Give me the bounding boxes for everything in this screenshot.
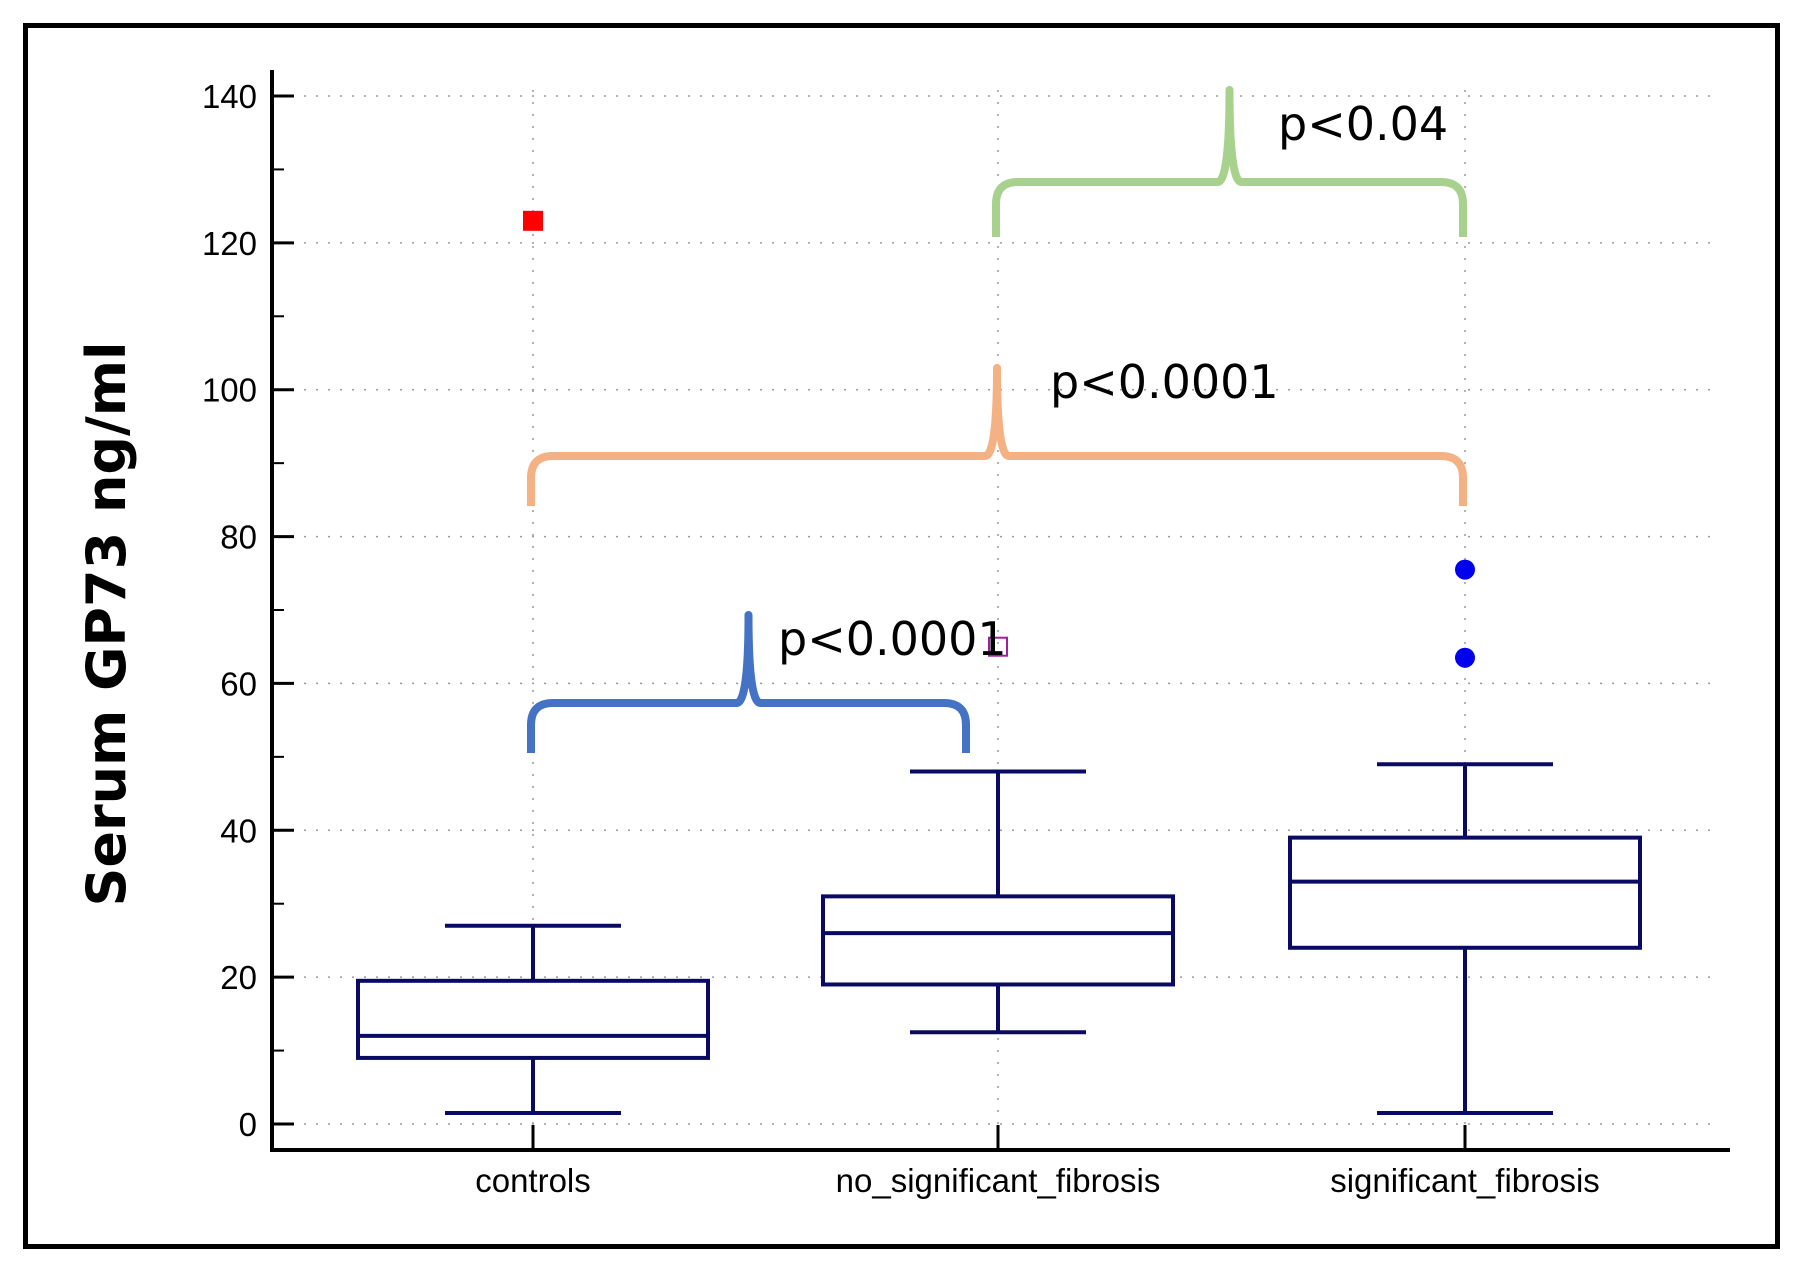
y-tick-label: 0 — [239, 1106, 257, 1143]
box-controls — [356, 923, 710, 1115]
y-tick-label: 140 — [202, 78, 257, 115]
iqr-box — [1288, 835, 1642, 950]
y-axis-label: Serum GP73 ng/ml — [75, 341, 138, 906]
box-significant_fibrosis — [1288, 762, 1642, 1115]
y-tick-label: 120 — [202, 225, 257, 262]
figure-frame — [23, 23, 1780, 1249]
x-tick-label-significant_fibrosis: significant_fibrosis — [1330, 1162, 1600, 1199]
p-value-label-3: p<0.04 — [1278, 97, 1448, 151]
outlier-marker — [1455, 559, 1475, 580]
significance-bracket-1 — [527, 611, 970, 753]
x-tick-label-no_significant_fibrosis: no_significant_fibrosis — [836, 1162, 1161, 1199]
significance-bracket-3 — [992, 86, 1467, 237]
iqr-box — [356, 978, 710, 1060]
iqr-box — [821, 894, 1175, 987]
y-tick-label: 40 — [220, 812, 257, 849]
y-tick-label: 60 — [220, 665, 257, 702]
outlier-marker — [988, 636, 1008, 657]
y-tick-label: 80 — [220, 519, 257, 556]
box-layer — [356, 762, 1642, 1115]
x-tick-label-controls: controls — [475, 1162, 591, 1199]
p-value-label-1: p<0.0001 — [778, 612, 1007, 666]
outlier-marker — [1455, 647, 1475, 668]
outlier-marker — [523, 210, 543, 231]
outlier-layer — [523, 210, 1475, 668]
y-tick-label: 100 — [202, 372, 257, 409]
y-tick-label: 20 — [220, 959, 257, 996]
p-value-label-2: p<0.0001 — [1050, 355, 1279, 409]
tick-layer: 0 20 40 60 80 100 120 140 controls no_significant… — [202, 78, 1600, 1199]
bracket-layer: p<0.0001 p<0.0001 p<0.04 — [527, 86, 1467, 753]
box-no_significant_fibrosis — [821, 769, 1175, 1035]
significance-bracket-2 — [527, 364, 1467, 506]
